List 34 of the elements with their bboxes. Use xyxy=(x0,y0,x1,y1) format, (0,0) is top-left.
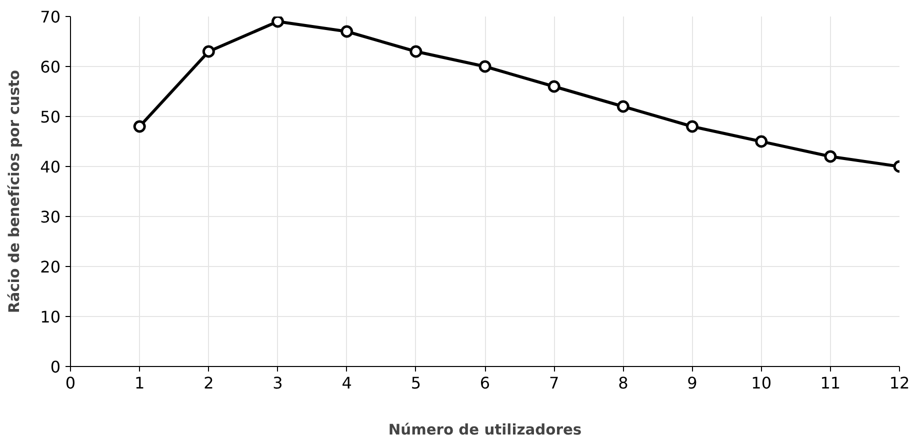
x-tick-label: 3 xyxy=(272,374,283,392)
x-tick-label: 1 xyxy=(134,374,145,392)
x-tick-label: 7 xyxy=(548,374,560,392)
x-tick-label: 0 xyxy=(65,374,76,392)
point xyxy=(478,60,492,73)
x-axis-title: Número de utilizadores xyxy=(388,422,582,438)
x-tick-label: 9 xyxy=(687,374,698,392)
x-tick-label: 5 xyxy=(410,374,422,392)
y-tick-label: 50 xyxy=(40,108,60,126)
x-tick-label: 11 xyxy=(820,374,841,392)
point xyxy=(548,80,560,93)
point xyxy=(755,135,768,148)
x-tick-label: 4 xyxy=(342,374,352,392)
x-tick-label: 2 xyxy=(204,374,214,392)
point xyxy=(340,25,354,38)
y-tick-label: 40 xyxy=(40,158,60,176)
point xyxy=(272,16,284,28)
point xyxy=(133,120,146,133)
y-tick-label: 0 xyxy=(50,358,61,376)
y-tick-label: 30 xyxy=(40,208,60,226)
y-axis-title: Rácio de benefícios por custo xyxy=(6,70,24,314)
y-tick-label: 20 xyxy=(40,258,60,276)
point xyxy=(616,100,630,113)
y-tick-label: 60 xyxy=(40,58,60,76)
x-tick-label: 6 xyxy=(480,374,490,392)
point xyxy=(686,120,698,133)
x-tick-label: 12 xyxy=(889,374,910,392)
point xyxy=(202,45,215,58)
point xyxy=(824,150,837,163)
point xyxy=(410,45,422,58)
y-tick-label: 70 xyxy=(40,8,60,26)
x-tick-label: 8 xyxy=(618,374,628,392)
y-tick-label: 10 xyxy=(40,308,60,326)
x-tick-label: 10 xyxy=(751,374,772,392)
